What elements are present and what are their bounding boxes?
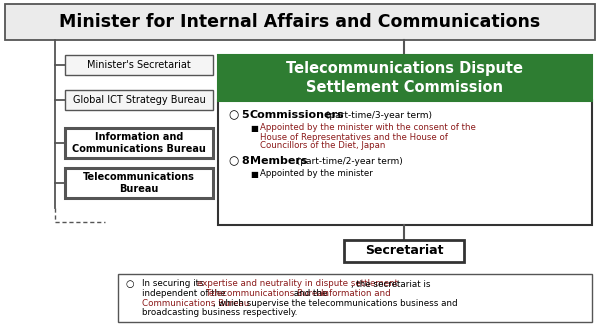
- Text: Councillors of the Diet, Japan: Councillors of the Diet, Japan: [260, 142, 385, 150]
- Text: expertise and neutrality in dispute settlement: expertise and neutrality in dispute sett…: [197, 280, 398, 288]
- Text: ○: ○: [228, 154, 238, 167]
- Bar: [218, 55, 592, 101]
- Text: ○: ○: [126, 279, 134, 289]
- Text: In securing its: In securing its: [142, 280, 206, 288]
- Text: Communications Bureau: Communications Bureau: [142, 299, 249, 307]
- Text: , the secretariat is: , the secretariat is: [351, 280, 431, 288]
- Text: Appointed by the minister: Appointed by the minister: [260, 169, 373, 179]
- Text: Telecommunications Bureau: Telecommunications Bureau: [205, 289, 328, 298]
- Text: 5: 5: [242, 110, 254, 120]
- Text: Secretariat: Secretariat: [365, 245, 443, 257]
- Bar: [65, 128, 213, 158]
- Text: broadcasting business respectively.: broadcasting business respectively.: [142, 308, 298, 317]
- Bar: [118, 274, 592, 322]
- Text: Information and: Information and: [321, 289, 391, 298]
- Text: House of Representatives and the House of: House of Representatives and the House o…: [260, 132, 448, 142]
- Bar: [65, 55, 213, 75]
- Text: (part-time/3-year term): (part-time/3-year term): [323, 111, 432, 119]
- Text: independent of the: independent of the: [142, 289, 228, 298]
- Text: , which supervise the telecommunications business and: , which supervise the telecommunications…: [213, 299, 458, 307]
- Text: 8: 8: [242, 156, 254, 166]
- Bar: [5, 4, 595, 40]
- Bar: [344, 240, 464, 262]
- Text: Appointed by the minister with the consent of the: Appointed by the minister with the conse…: [260, 124, 476, 132]
- Text: Minister for Internal Affairs and Communications: Minister for Internal Affairs and Commun…: [59, 13, 541, 31]
- Text: Telecommunications
Bureau: Telecommunications Bureau: [83, 172, 195, 194]
- Text: Members: Members: [250, 156, 308, 166]
- Text: Information and
Communications Bureau: Information and Communications Bureau: [72, 132, 206, 154]
- Text: and the: and the: [291, 289, 330, 298]
- Text: Minister's Secretariat: Minister's Secretariat: [87, 60, 191, 70]
- Bar: [218, 100, 592, 225]
- Text: ○: ○: [228, 109, 238, 122]
- Text: Commissioners: Commissioners: [250, 110, 344, 120]
- Bar: [65, 90, 213, 110]
- Text: (part-time/2-year term): (part-time/2-year term): [291, 157, 403, 165]
- Text: Telecommunications Dispute
Settlement Commission: Telecommunications Dispute Settlement Co…: [287, 61, 523, 95]
- Text: ■: ■: [250, 169, 258, 179]
- Text: Global ICT Strategy Bureau: Global ICT Strategy Bureau: [73, 95, 205, 105]
- Text: ■: ■: [250, 124, 258, 132]
- Bar: [65, 168, 213, 198]
